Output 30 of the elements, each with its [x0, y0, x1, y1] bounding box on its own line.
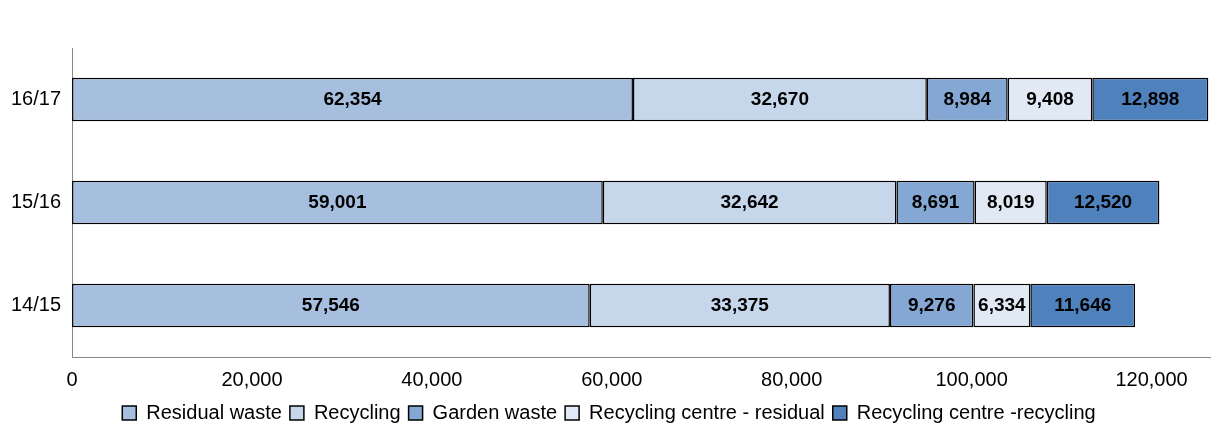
data-label: 12,898 — [1121, 87, 1180, 109]
data-label: 57,546 — [301, 293, 360, 315]
data-label: 32,642 — [720, 190, 779, 212]
legend-label: Recycling centre -recycling — [856, 400, 1096, 423]
data-label: 33,375 — [710, 293, 770, 315]
data-label: 8,019 — [986, 190, 1035, 212]
data-label: 8,984 — [943, 87, 992, 109]
data-label: 32,670 — [750, 87, 809, 109]
data-label: 9,276 — [907, 293, 956, 315]
data-label: 8,691 — [911, 190, 960, 212]
x-tick-label: 60,000 — [581, 367, 643, 390]
y-tick-label: 15/16 — [10, 190, 62, 213]
legend-label: Recycling centre - residual — [589, 400, 825, 423]
x-tick-label: 100,000 — [935, 367, 1008, 390]
x-tick-label: 120,000 — [1115, 367, 1188, 390]
data-label: 6,334 — [978, 293, 1027, 315]
data-label: 9,408 — [1026, 87, 1074, 109]
legend-label: Residual waste — [146, 400, 282, 423]
x-tick-label: 0 — [66, 367, 78, 390]
x-tick-label: 20,000 — [221, 367, 283, 390]
legend-label: Recycling — [313, 400, 401, 423]
y-tick-label: 14/15 — [10, 293, 62, 316]
data-label: 11,646 — [1054, 293, 1112, 315]
x-tick-label: 40,000 — [401, 367, 463, 390]
legend-label: Garden waste — [432, 400, 558, 423]
y-tick-label: 16/17 — [10, 87, 62, 110]
data-label: 12,520 — [1074, 190, 1133, 212]
data-label: 59,001 — [308, 190, 367, 212]
x-tick-label: 80,000 — [761, 367, 823, 390]
data-label: 62,354 — [323, 87, 382, 109]
